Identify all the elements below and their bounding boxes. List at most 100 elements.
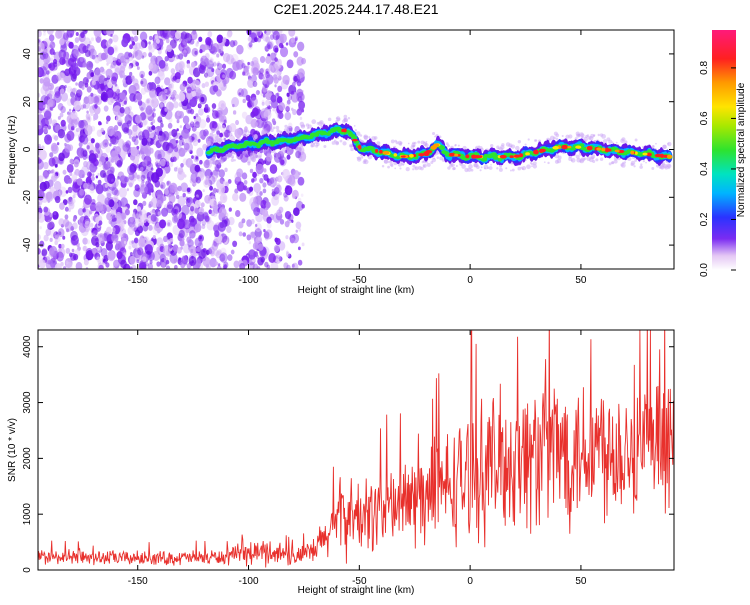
noise-blob [85,113,91,120]
noise-blob [269,105,272,110]
noise-blob [257,90,261,94]
noise-blob [190,205,195,212]
noise-blob [194,164,201,172]
halo-blob [532,164,538,169]
noise-blob [255,30,262,36]
noise-blob [190,120,194,125]
noise-blob [166,38,170,44]
noise-blob [296,91,305,103]
noise-blob [291,107,294,111]
noise-blob [211,68,215,73]
noise-blob [71,248,75,253]
noise-blob [72,88,76,93]
noise-blob [129,36,135,42]
noise-blob [163,188,170,195]
halo-blob [266,152,271,157]
noise-blob [301,57,307,65]
noise-blob [256,118,264,129]
noise-blob [234,128,242,139]
noise-blob [49,237,53,243]
noise-blob [44,88,52,97]
noise-blob [200,55,208,66]
noise-blob [181,255,189,265]
noise-blob [46,70,50,75]
signal-peak [357,145,361,149]
halo-blob [620,163,626,168]
noise-blob [78,120,85,129]
noise-blob [283,262,289,269]
noise-blob [216,62,220,67]
noise-blob [112,34,119,43]
noise-blob [241,111,248,119]
noise-blob [124,106,131,115]
halo-blob [581,136,584,138]
halo-blob [238,131,243,135]
noise-blob [99,170,106,178]
noise-blob [95,175,99,179]
noise-blob [278,256,283,262]
noise-blob [70,230,78,241]
noise-blob [148,70,153,76]
noise-blob [111,72,119,82]
noise-blob [113,240,116,244]
noise-blob [61,224,64,228]
noise-blob [291,233,300,244]
halo-blob [526,164,531,170]
noise-blob [206,115,210,119]
noise-blob [265,68,270,74]
noise-blob [71,174,78,182]
noise-blob [116,160,123,168]
halo-blob [310,142,316,148]
noise-blob [276,209,282,217]
noise-blob [79,56,84,62]
noise-blob [227,254,233,262]
noise-blob [142,51,147,58]
noise-blob [150,97,159,108]
halo-blob [355,131,361,136]
snr-y-tick-label: 0 [22,567,33,573]
noise-blob [139,184,148,195]
noise-blob [128,84,137,96]
noise-blob [278,102,286,111]
noise-blob [155,162,161,169]
noise-blob [192,30,197,35]
halo-blob [256,130,259,133]
halo-blob [422,160,425,163]
noise-blob [157,131,166,142]
noise-blob [192,79,201,90]
noise-blob [51,173,58,182]
halo-blob [606,137,611,142]
halo-blob [655,142,657,145]
halo-blob [595,158,599,162]
halo-blob [412,168,415,171]
noise-blob [101,68,106,75]
noise-blob [204,81,210,87]
noise-blob [104,260,108,264]
signal-peak [586,145,593,151]
noise-blob [110,61,116,69]
noise-blob [91,54,96,60]
halo-blob [311,119,317,125]
halo-blob [642,159,645,163]
noise-blob [167,122,173,129]
halo-blob [412,164,416,168]
noise-blob [105,157,109,162]
noise-blob [213,201,218,207]
noise-blob [219,82,224,88]
noise-blob [57,103,64,111]
noise-blob [249,168,254,174]
noise-blob [104,77,108,82]
noise-blob [285,252,290,258]
noise-blob [126,188,130,192]
halo-blob [320,126,323,129]
noise-blob [138,238,146,248]
halo-blob [510,169,512,172]
noise-blob [156,246,161,253]
noise-blob [85,176,93,185]
noise-blob [89,210,93,215]
noise-blob [215,261,219,266]
noise-blob [81,174,85,178]
spectrogram-y-tick-label: 40 [22,48,33,60]
noise-blob [114,62,122,73]
halo-blob [430,161,434,164]
